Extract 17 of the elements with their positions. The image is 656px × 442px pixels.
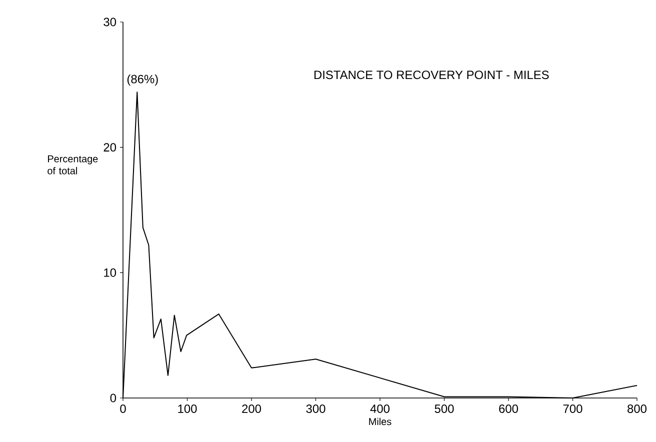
- x-tick-label: 100: [178, 404, 197, 413]
- text: DISTANCE TO RECOVERY POINT - MILES: [314, 70, 549, 80]
- x-axis-title: Miles: [369, 418, 392, 426]
- x-tick-label: 0: [120, 404, 126, 413]
- x-tick-label: 600: [499, 404, 518, 413]
- x-tick-label: 400: [370, 404, 390, 413]
- x-tick-label: 800: [628, 404, 647, 413]
- x-tick-label: 300: [306, 404, 326, 413]
- x-tick-label: 200: [242, 404, 262, 413]
- y-tick-label: 10: [104, 268, 116, 277]
- x-tick-label: 700: [563, 404, 582, 413]
- x-tick-label: 500: [434, 404, 454, 413]
- y-tick-label: 30: [104, 18, 116, 26]
- annotation: (86%): [127, 74, 158, 86]
- y-tick-label: 20: [104, 143, 116, 152]
- y-axis-title: Percentage of total: [48, 155, 98, 174]
- y-tick-label: 0: [110, 394, 116, 402]
